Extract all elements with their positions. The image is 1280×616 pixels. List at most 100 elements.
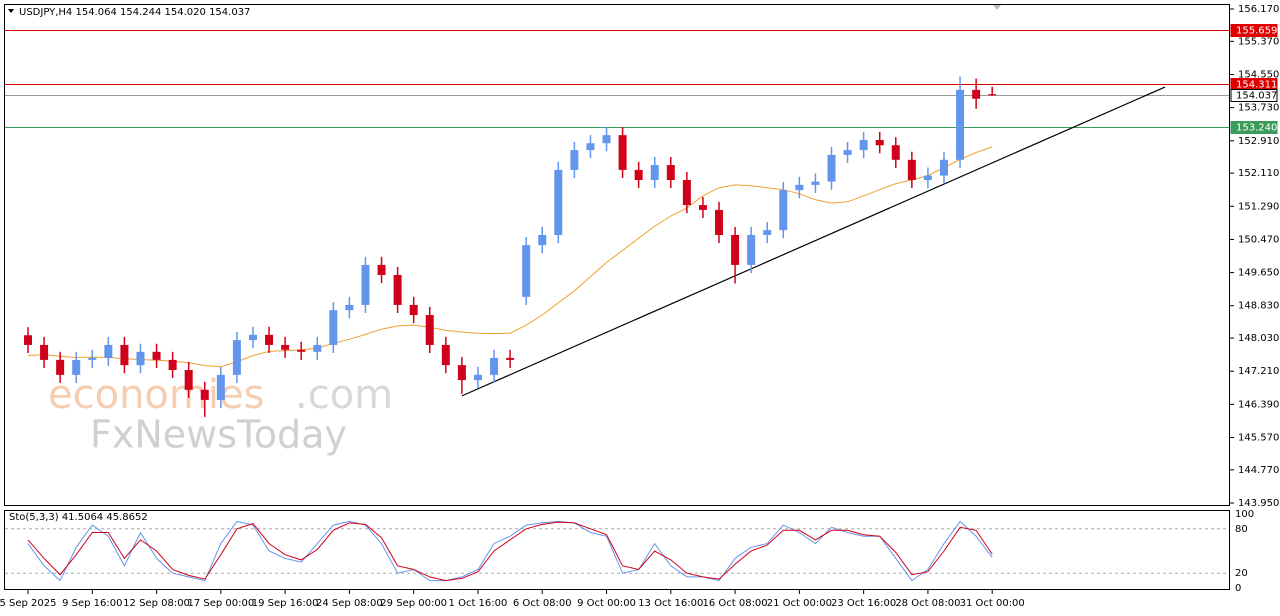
y-tick-label: 146.390 xyxy=(1238,399,1279,410)
candle-body xyxy=(24,335,32,345)
candle-body xyxy=(40,344,49,360)
y-tick-label: 148.030 xyxy=(1238,333,1279,344)
candle-body xyxy=(554,169,563,235)
candle-body xyxy=(939,159,948,176)
trendline xyxy=(461,86,1166,397)
candle-body xyxy=(425,315,434,345)
candle-body xyxy=(248,334,257,341)
x-tick-label: 29 Sep 00:00 xyxy=(380,598,447,609)
y-tick-label: 152.110 xyxy=(1238,168,1279,179)
y-tick-label: 147.210 xyxy=(1238,366,1279,377)
candle-body xyxy=(72,359,81,375)
candle-body xyxy=(409,304,418,316)
candle-body xyxy=(361,264,370,305)
candle-body xyxy=(473,374,482,381)
stochastic-line xyxy=(27,520,993,582)
candle-body xyxy=(200,389,209,400)
price-level-box xyxy=(1230,121,1278,134)
candle-body xyxy=(522,245,531,297)
watermark-text: .com xyxy=(295,372,393,418)
candle-body xyxy=(586,143,595,151)
candle-body xyxy=(56,359,65,375)
candle-body xyxy=(747,234,756,265)
axes: 156.170 155.370 154.550 153.730 152.910 152.1… xyxy=(0,4,1279,609)
y-tick-label: 156.170 xyxy=(1238,4,1279,15)
watermark: economies .com FxNewsToday xyxy=(48,372,393,457)
candle-body xyxy=(795,184,804,191)
price-level-label: 154.037 xyxy=(1236,91,1277,102)
candle-body xyxy=(152,351,161,360)
x-tick-label: 6 Oct 08:00 xyxy=(513,598,572,609)
candle-body xyxy=(843,150,852,155)
x-tick-label: 1 Oct 16:00 xyxy=(449,598,508,609)
y-tick-label: 144.770 xyxy=(1238,465,1279,476)
x-tick-label: 13 Oct 16:00 xyxy=(638,598,703,609)
x-tick-label: 19 Sep 16:00 xyxy=(252,598,319,609)
x-tick-label: 28 Oct 08:00 xyxy=(895,598,960,609)
indicator-title: Sto(5,3,3) 41.5064 45.8652 xyxy=(9,512,148,523)
price-level-label: 154.311 xyxy=(1236,80,1277,91)
main-plot xyxy=(5,30,1229,417)
stochastic-plot xyxy=(5,520,1229,582)
y-tick-label: 0 xyxy=(1235,583,1241,594)
candle-body xyxy=(377,264,386,276)
candle-body xyxy=(859,139,868,151)
candle-body xyxy=(297,349,306,352)
y-tick-label: 149.650 xyxy=(1238,268,1279,279)
candle-body xyxy=(779,190,788,231)
candle-body xyxy=(956,89,965,160)
candle-body xyxy=(232,340,241,375)
candle-body xyxy=(698,205,707,210)
x-tick-label: 16 Oct 08:00 xyxy=(702,598,767,609)
candle-body xyxy=(618,135,627,170)
x-tick-label: 5 Sep 2025 xyxy=(0,598,57,609)
price-level-label: 155.659 xyxy=(1236,26,1277,37)
watermark-text: economies xyxy=(48,372,264,418)
shift-marker[interactable] xyxy=(993,5,1001,10)
stochastic-line xyxy=(27,521,993,582)
candle-body xyxy=(506,357,515,360)
candle-body xyxy=(184,370,193,390)
candle-body xyxy=(731,234,740,265)
x-tick-label: 23 Oct 16:00 xyxy=(831,598,896,609)
candle-body xyxy=(715,209,724,235)
candle-body xyxy=(634,169,643,181)
candle-body xyxy=(329,310,338,345)
candle-body xyxy=(441,344,450,366)
watermark-text: FxNewsToday xyxy=(90,413,347,457)
candle-body xyxy=(875,139,884,146)
candle-body xyxy=(827,154,836,182)
candle-body xyxy=(666,165,675,181)
candle-body xyxy=(972,89,981,99)
candle-body xyxy=(923,175,932,181)
candle-body xyxy=(281,344,290,350)
chart-title: USDJPY,H4 154.064 154.244 154.020 154.03… xyxy=(19,7,250,18)
candle-body xyxy=(811,181,820,185)
y-tick-label: 80 xyxy=(1235,524,1248,535)
x-tick-label: 9 Oct 00:00 xyxy=(577,598,636,609)
y-tick-label: 155.370 xyxy=(1238,36,1279,47)
price-level-box xyxy=(1230,89,1278,102)
x-tick-label: 21 Oct 00:00 xyxy=(767,598,832,609)
candle-body xyxy=(602,135,611,144)
candle-body xyxy=(907,159,916,181)
y-tick-label: 154.550 xyxy=(1238,70,1279,81)
x-tick-label: 31 Oct 00:00 xyxy=(960,598,1025,609)
candle-body xyxy=(393,275,402,305)
y-tick-label: 20 xyxy=(1235,568,1248,579)
candle-body xyxy=(168,359,177,371)
y-tick-label: 150.470 xyxy=(1238,234,1279,245)
candle-body xyxy=(763,230,772,235)
x-tick-label: 12 Sep 08:00 xyxy=(123,598,190,609)
candle-body xyxy=(88,357,97,360)
price-level-box xyxy=(1230,24,1278,37)
candle-body xyxy=(104,344,113,358)
y-tick-label: 143.950 xyxy=(1238,498,1279,509)
menu-arrow[interactable] xyxy=(8,9,14,13)
candle-body xyxy=(120,344,129,366)
y-tick-label: 151.290 xyxy=(1238,201,1279,212)
candle-body xyxy=(650,165,659,181)
y-tick-label: 100 xyxy=(1235,509,1254,520)
candle-body xyxy=(345,304,354,311)
